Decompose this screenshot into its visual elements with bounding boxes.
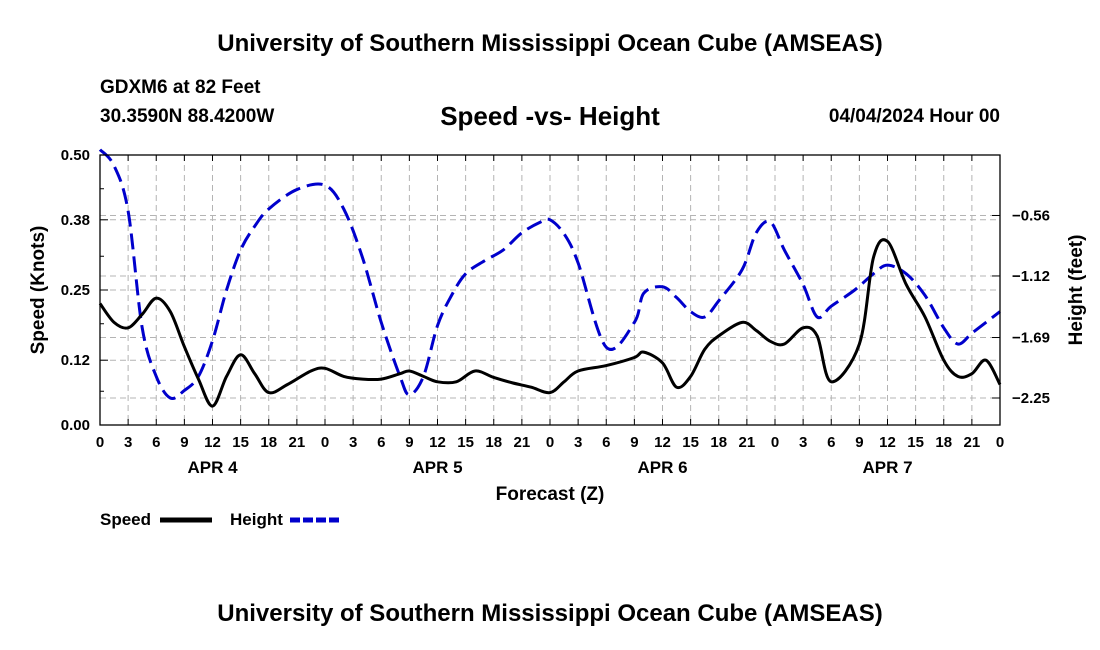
legend-height-label: Height xyxy=(230,510,283,529)
y-left-tick-label: 0.25 xyxy=(61,282,90,299)
x-tick-label: 6 xyxy=(827,434,835,451)
x-tick-label: 12 xyxy=(429,434,446,451)
x-tick-label: 6 xyxy=(377,434,385,451)
x-tick-label: 21 xyxy=(964,434,981,451)
y-axis-right-label: Height (feet) xyxy=(1066,235,1087,346)
speed-series-line xyxy=(98,238,1002,408)
x-tick-label: 6 xyxy=(602,434,610,451)
x-tick-label: 0 xyxy=(96,434,104,451)
x-tick-label: 0 xyxy=(546,434,554,451)
x-tick-label: 3 xyxy=(349,434,357,451)
x-tick-label: 15 xyxy=(907,434,924,451)
day-label: APR 6 xyxy=(637,458,687,477)
x-tick-label: 15 xyxy=(457,434,474,451)
legend-speed-label: Speed xyxy=(100,510,151,529)
day-label: APR 7 xyxy=(862,458,912,477)
series-lines xyxy=(98,148,1002,408)
x-tick-label: 3 xyxy=(799,434,807,451)
y-left-tick-label: 0.50 xyxy=(61,147,90,164)
y-right-tick-label: −1.69 xyxy=(1012,330,1050,347)
x-tick-label: 6 xyxy=(152,434,160,451)
y-right-tick-label: −1.12 xyxy=(1012,268,1050,285)
x-tick-label: 21 xyxy=(514,434,531,451)
x-tick-label: 18 xyxy=(935,434,952,451)
x-tick-label: 15 xyxy=(682,434,699,451)
x-tick-label: 15 xyxy=(232,434,249,451)
x-tick-label: 9 xyxy=(180,434,188,451)
axis-ticks: 0 3 6 9 12 15 18 21 0 3 6 9 12 15 18 21 0 3 6 9 12 15 18 21 0 3 6 9… xyxy=(61,147,1050,477)
x-tick-label: 21 xyxy=(289,434,306,451)
y-left-tick-label: 0.38 xyxy=(61,212,90,229)
x-tick-label: 12 xyxy=(204,434,221,451)
chart-title-top: University of Southern Mississippi Ocean… xyxy=(217,30,883,57)
y-right-tick-label: −0.56 xyxy=(1012,207,1050,224)
x-tick-label: 0 xyxy=(996,434,1004,451)
x-tick-label: 18 xyxy=(710,434,727,451)
day-label: APR 5 xyxy=(412,458,462,477)
y-left-tick-label: 0.12 xyxy=(61,352,90,369)
forecast-datetime: 04/04/2024 Hour 00 xyxy=(828,106,1000,127)
x-tick-label: 9 xyxy=(630,434,638,451)
x-tick-label: 12 xyxy=(879,434,896,451)
x-tick-label: 9 xyxy=(855,434,863,451)
legend: Speed Height xyxy=(100,510,342,529)
chart-subtitle: Speed -vs- Height xyxy=(440,101,660,131)
day-label: APR 4 xyxy=(187,458,238,477)
x-tick-label: 18 xyxy=(260,434,277,451)
x-tick-label: 3 xyxy=(574,434,582,451)
x-tick-label: 9 xyxy=(405,434,413,451)
x-tick-label: 12 xyxy=(654,434,671,451)
x-tick-label: 0 xyxy=(771,434,779,451)
x-axis-label: Forecast (Z) xyxy=(496,484,605,505)
x-tick-label: 3 xyxy=(124,434,132,451)
chart-title-bottom: University of Southern Mississippi Ocean… xyxy=(217,600,883,627)
station-label: GDXM6 at 82 Feet xyxy=(100,77,261,98)
y-right-tick-label: −2.25 xyxy=(1012,390,1050,407)
coordinates-label: 30.3590N 88.4200W xyxy=(100,106,275,127)
y-axis-left-label: Speed (Knots) xyxy=(28,226,49,355)
y-left-tick-label: 0.00 xyxy=(61,417,90,434)
x-tick-label: 21 xyxy=(739,434,756,451)
x-tick-label: 0 xyxy=(321,434,329,451)
height-series-line xyxy=(98,148,1001,400)
x-tick-label: 18 xyxy=(485,434,502,451)
grid-lines xyxy=(100,155,1000,425)
speed-height-chart: 0 3 6 9 12 15 18 21 0 3 6 9 12 15 18 21 0 3 6 9 12 15 18 21 0 3 6 9… xyxy=(28,147,1087,529)
